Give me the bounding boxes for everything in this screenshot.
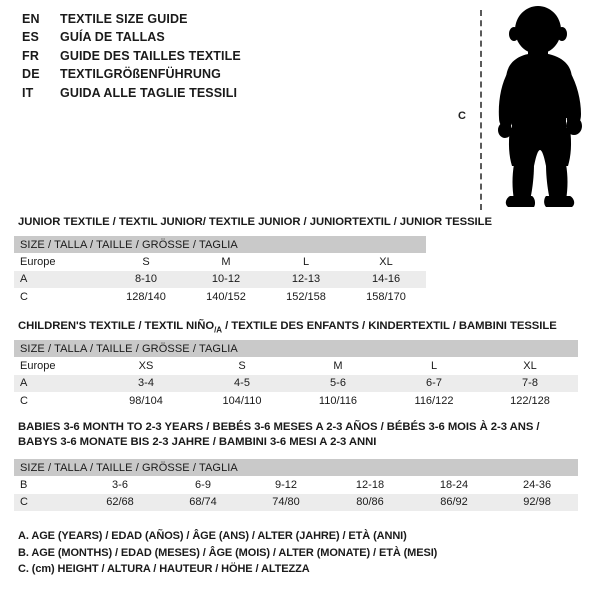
language-label: GUÍA DE TALLAS (60, 30, 165, 45)
height-measurement-figure: C (440, 6, 600, 211)
table-cell: 122/128 (482, 392, 578, 410)
table-cell: 128/140 (106, 288, 186, 306)
language-row: DE TEXTILGRÖßENFÜHRUNG (22, 67, 442, 85)
table-cell: 98/104 (98, 392, 194, 410)
junior-size-table: SIZE / TALLA / TAILLE / GRÖSSE / TAGLIA … (14, 236, 427, 306)
row-label: Europe (14, 253, 106, 271)
table-cell: 110/116 (290, 392, 386, 410)
table-cell: L (386, 357, 482, 375)
junior-size-bar-label: SIZE / TALLA / TAILLE / GRÖSSE / TAGLIA (14, 236, 427, 253)
table-cell: XS (98, 357, 194, 375)
table-bar-row: SIZE / TALLA / TAILLE / GRÖSSE / TAGLIA (14, 236, 427, 253)
table-row: A 3-4 4-5 5-6 6-7 7-8 (14, 374, 578, 392)
table-cell: XL (346, 253, 427, 271)
language-row: EN TEXTILE SIZE GUIDE (22, 12, 442, 30)
language-label: GUIDA ALLE TAGLIE TESSILI (60, 85, 238, 100)
junior-section-title: JUNIOR TEXTILE / TEXTIL JUNIOR/ TEXTILE … (18, 216, 492, 228)
language-label: TEXTILE SIZE GUIDE (60, 12, 188, 26)
table-row: A 8-10 10-12 12-13 14-16 (14, 270, 427, 288)
children-title-pre: CHILDREN'S TEXTILE / TEXTIL NIÑO (18, 320, 215, 332)
table-cell: 158/170 (346, 288, 427, 306)
language-row: ES GUÍA DE TALLAS (22, 30, 442, 48)
children-size-table: SIZE / TALLA / TAILLE / GRÖSSE / TAGLIA … (14, 340, 578, 410)
table-cell: 104/110 (194, 392, 290, 410)
row-label: A (14, 270, 106, 288)
table-cell: 4-5 (194, 374, 290, 392)
legend-item-c: C. (cm) HEIGHT / ALTURA / HAUTEUR / HÖHE… (18, 563, 310, 575)
table-cell: M (290, 357, 386, 375)
measurement-legend: A. AGE (YEARS) / EDAD (AÑOS) / ÂGE (ANS)… (18, 530, 437, 580)
table-cell: 6-7 (386, 374, 482, 392)
table-cell: 152/158 (266, 288, 346, 306)
table-cell: 3-6 (78, 476, 162, 494)
table-row: Europe S M L XL (14, 253, 427, 271)
row-label: Europe (14, 357, 98, 375)
language-code: EN (22, 12, 40, 26)
children-size-bar-label: SIZE / TALLA / TAILLE / GRÖSSE / TAGLIA (14, 340, 578, 357)
legend-item-a: A. AGE (YEARS) / EDAD (AÑOS) / ÂGE (ANS)… (18, 530, 407, 542)
table-cell: 14-16 (346, 270, 427, 288)
babies-title-line2: BABYS 3-6 MONATE BIS 2-3 JAHRE / BAMBINI… (18, 435, 377, 448)
table-cell: 92/98 (496, 493, 579, 511)
table-cell: 7-8 (482, 374, 578, 392)
row-label: B (14, 476, 78, 494)
table-cell: XL (482, 357, 578, 375)
babies-size-bar-label: SIZE / TALLA / TAILLE / GRÖSSE / TAGLIA (14, 459, 579, 476)
table-cell: 68/74 (162, 493, 244, 511)
table-cell: 80/86 (328, 493, 412, 511)
table-cell: 5-6 (290, 374, 386, 392)
table-cell: L (266, 253, 346, 271)
babies-size-table: SIZE / TALLA / TAILLE / GRÖSSE / TAGLIA … (14, 459, 579, 511)
babies-title-line1: BABIES 3-6 MONTH TO 2-3 YEARS / BEBÉS 3-… (18, 421, 540, 433)
table-cell: S (106, 253, 186, 271)
table-cell: 8-10 (106, 270, 186, 288)
table-cell: 18-24 (412, 476, 496, 494)
language-label: TEXTILGRÖßENFÜHRUNG (60, 67, 221, 82)
table-cell: 86/92 (412, 493, 496, 511)
table-cell: 12-18 (328, 476, 412, 494)
language-label: GUIDE DES TAILLES TEXTILE (60, 48, 241, 63)
height-dashed-line (480, 10, 482, 210)
language-row: IT GUIDA ALLE TAGLIE TESSILI (22, 86, 442, 104)
table-cell: M (186, 253, 266, 271)
legend-item-b: B. AGE (MONTHS) / EDAD (MESES) / ÂGE (MO… (18, 546, 438, 559)
language-code: DE (22, 67, 40, 82)
table-cell: 62/68 (78, 493, 162, 511)
babies-section-title: BABIES 3-6 MONTH TO 2-3 YEARS / BEBÉS 3-… (18, 421, 540, 448)
children-title-post: / TEXTILE DES ENFANTS / KINDERTEXTIL / B… (221, 320, 557, 332)
table-row: C 128/140 140/152 152/158 158/170 (14, 288, 427, 306)
language-row: FR GUIDE DES TAILLES TEXTILE (22, 49, 442, 67)
table-cell: 140/152 (186, 288, 266, 306)
table-cell: 24-36 (496, 476, 579, 494)
row-label: C (14, 288, 106, 306)
toddler-silhouette-icon (498, 6, 582, 207)
row-label: A (14, 374, 98, 392)
table-cell: 116/122 (386, 392, 482, 410)
table-cell: 6-9 (162, 476, 244, 494)
table-row: C 98/104 104/110 110/116 116/122 122/128 (14, 392, 578, 410)
table-cell: 9-12 (244, 476, 328, 494)
children-section-title: CHILDREN'S TEXTILE / TEXTIL NIÑO/A / TEX… (18, 320, 557, 334)
table-cell: 12-13 (266, 270, 346, 288)
height-measure-label: C (458, 110, 466, 122)
table-row: Europe XS S M L XL (14, 357, 578, 375)
table-cell: 10-12 (186, 270, 266, 288)
row-label: C (14, 392, 98, 410)
language-code: IT (22, 85, 34, 100)
children-title-subscript: /A (214, 325, 222, 335)
language-header-list: EN TEXTILE SIZE GUIDE ES GUÍA DE TALLAS … (22, 12, 442, 104)
language-code: FR (22, 48, 40, 63)
table-bar-row: SIZE / TALLA / TAILLE / GRÖSSE / TAGLIA (14, 459, 579, 476)
row-label: C (14, 493, 78, 511)
table-cell: 74/80 (244, 493, 328, 511)
language-code: ES (22, 30, 40, 45)
table-bar-row: SIZE / TALLA / TAILLE / GRÖSSE / TAGLIA (14, 340, 578, 357)
table-row: B 3-6 6-9 9-12 12-18 18-24 24-36 (14, 476, 579, 494)
table-cell: 3-4 (98, 374, 194, 392)
table-cell: S (194, 357, 290, 375)
table-row: C 62/68 68/74 74/80 80/86 86/92 92/98 (14, 493, 579, 511)
